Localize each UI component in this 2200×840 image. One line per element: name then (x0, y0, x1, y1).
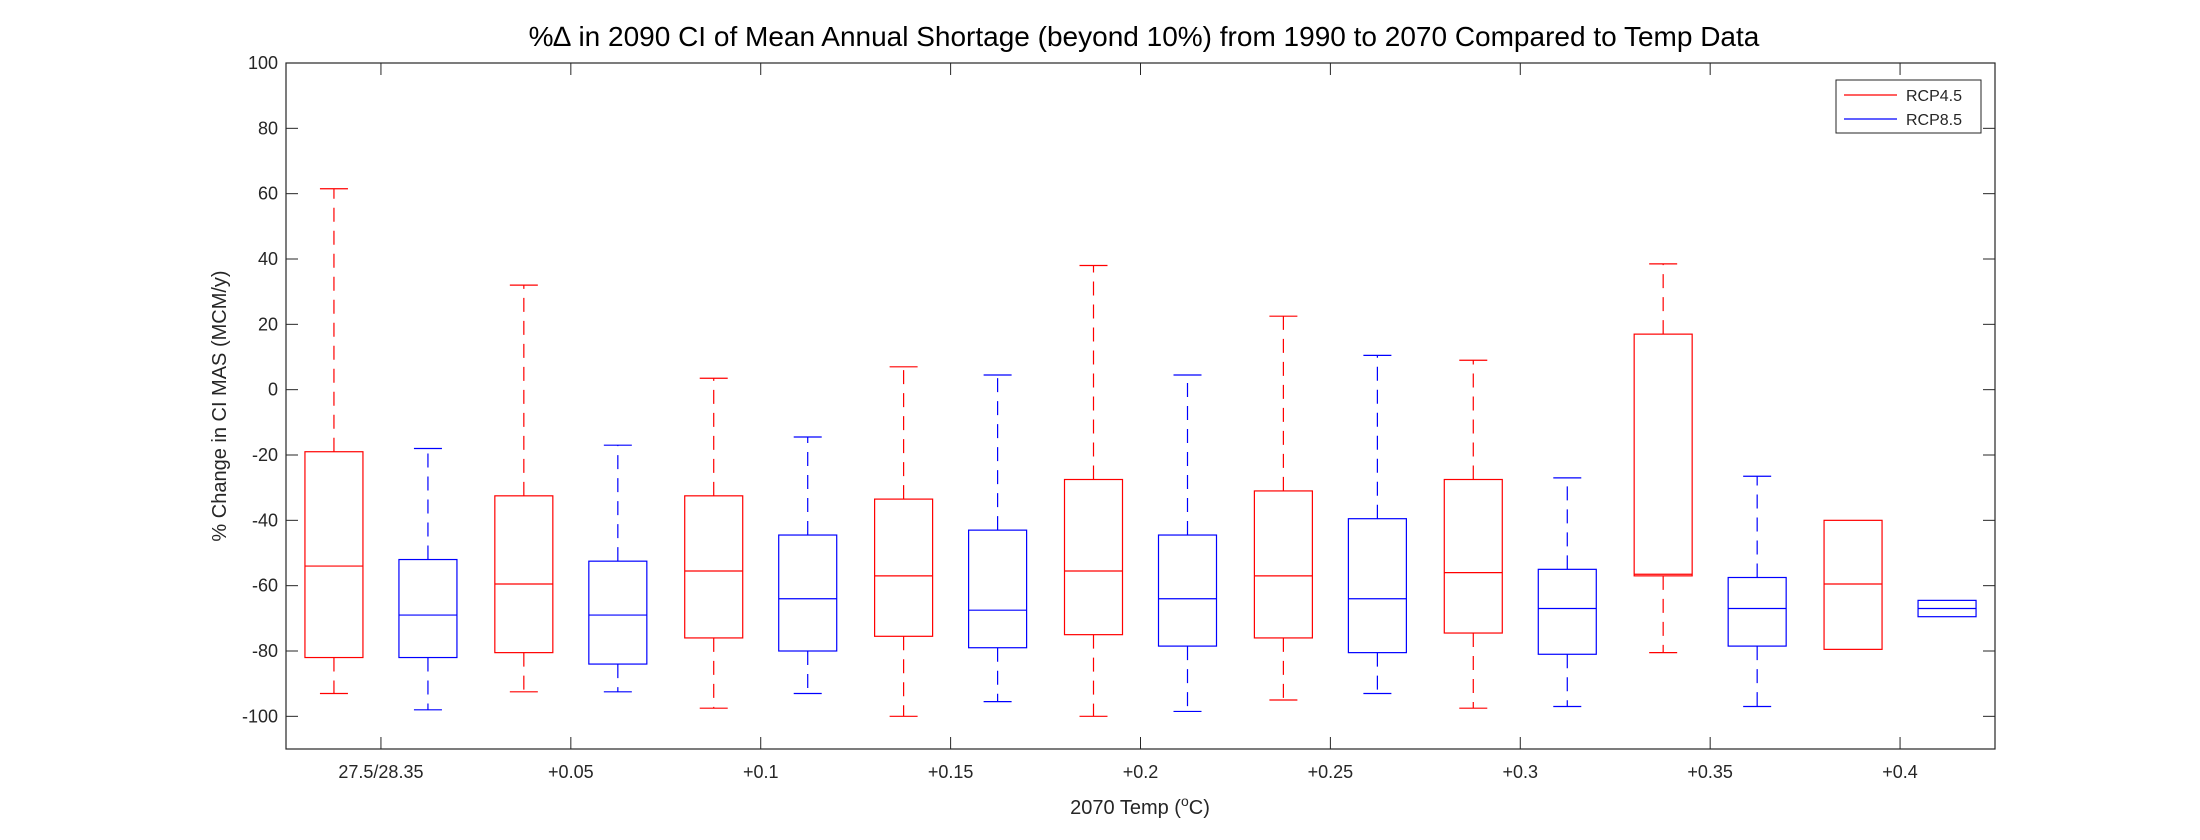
box-rcp85 (588, 444, 648, 693)
x-tick-label: +0.35 (1687, 762, 1733, 782)
box-rcp45 (1063, 264, 1124, 717)
box-iqr (1253, 490, 1313, 639)
x-tick-label: +0.25 (1308, 762, 1354, 782)
box-rcp45 (1823, 519, 1883, 650)
box-rcp45 (1633, 263, 1693, 654)
x-tick-label: +0.15 (928, 762, 974, 782)
y-tick-label: -20 (252, 445, 278, 465)
y-axis-title: % Change in CI MAS (MCM/y) (209, 270, 231, 541)
legend: RCP4.5 RCP8.5 (1835, 79, 1982, 134)
box-rcp45 (494, 284, 554, 693)
y-tick-label: 80 (258, 118, 278, 138)
box-rcp45 (874, 366, 934, 717)
x-axis-title-end: C) (1189, 797, 1210, 819)
legend-label-rcp45: RCP4.5 (1906, 88, 1962, 105)
box-rcp85 (968, 374, 1028, 703)
x-tick-label: +0.1 (743, 762, 779, 782)
legend-item-rcp85: RCP8.5 (1844, 112, 1962, 129)
box-iqr (778, 534, 838, 652)
x-tick-label: +0.4 (1882, 762, 1918, 782)
box-rcp85 (1347, 354, 1407, 695)
box-iqr (1443, 478, 1503, 634)
x-axis: 27.5/28.35 +0.05 +0.1 +0.15 +0.2 +0.25 +0.3 +0.… (338, 63, 1918, 782)
box-plots (304, 188, 1977, 717)
box-iqr (1063, 478, 1124, 636)
y-tick-label: -80 (252, 641, 278, 661)
box-rcp45 (1253, 315, 1313, 701)
box-iqr (874, 498, 934, 637)
box-rcp85 (1727, 475, 1787, 708)
box-rcp85 (1537, 477, 1597, 708)
series-rcp45 (304, 188, 1883, 717)
y-tick-label: -100 (242, 706, 278, 726)
chart-title: %∆ in 2090 CI of Mean Annual Shortage (b… (529, 21, 1760, 52)
x-tick-label: +0.05 (548, 762, 594, 782)
y-tick-label: -60 (252, 576, 278, 596)
box-rcp85 (398, 447, 458, 711)
y-tick-label: 0 (268, 380, 278, 400)
y-tick-label: 40 (258, 249, 278, 269)
box-rcp45 (684, 377, 744, 709)
x-axis-title: 2070 Temp (oC) (1070, 793, 1210, 819)
box-iqr (1727, 576, 1787, 647)
y-tick-label: 60 (258, 184, 278, 204)
x-tick-label: +0.2 (1123, 762, 1159, 782)
y-tick-label: 20 (258, 314, 278, 334)
box-rcp45 (1443, 359, 1503, 709)
box-iqr (968, 529, 1028, 649)
box-iqr (494, 495, 554, 654)
box-rcp45 (304, 188, 364, 695)
legend-box (1835, 79, 1982, 134)
box-iqr (304, 451, 364, 659)
box-iqr (1823, 519, 1883, 650)
x-axis-title-superscript: o (1181, 793, 1189, 809)
box-rcp85 (778, 436, 838, 695)
y-tick-label: -40 (252, 510, 278, 530)
box-rcp85 (1157, 374, 1218, 713)
plot-area: 100 80 60 40 20 0 -20 -40 -60 -80 -100 27.5/28.35 +… (242, 53, 1996, 782)
box-iqr (1633, 333, 1693, 577)
y-axis: 100 80 60 40 20 0 -20 -40 -60 -80 -100 (242, 53, 1995, 726)
x-axis-title-main: 2070 Temp ( (1070, 797, 1181, 819)
legend-item-rcp45: RCP4.5 (1844, 88, 1962, 105)
box-iqr (1537, 568, 1597, 655)
y-tick-label: 100 (248, 53, 278, 73)
axes-box (285, 62, 1996, 750)
x-tick-label: +0.3 (1503, 762, 1539, 782)
box-iqr (1347, 518, 1407, 654)
box-iqr (1157, 534, 1218, 647)
series-rcp85 (398, 354, 1977, 713)
box-rcp85 (1917, 599, 1977, 618)
x-tick-label: 27.5/28.35 (338, 762, 423, 782)
box-iqr (684, 495, 744, 639)
box-iqr (588, 560, 648, 665)
box-iqr (398, 558, 458, 659)
legend-label-rcp85: RCP8.5 (1906, 112, 1962, 129)
